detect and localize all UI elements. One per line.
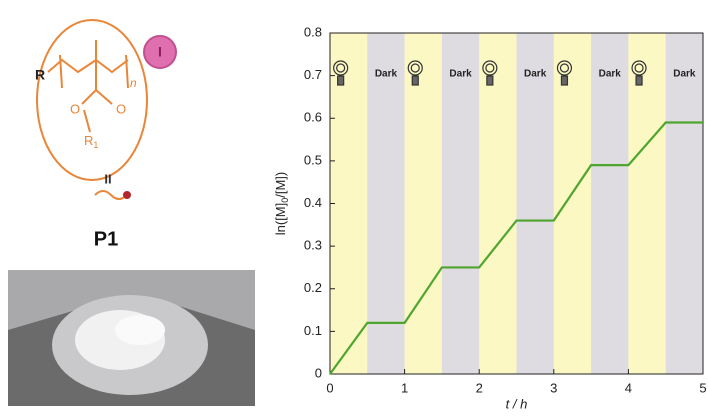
dark-label: Dark <box>599 69 622 80</box>
dark-label: Dark <box>375 69 398 80</box>
bulb-base <box>487 76 493 85</box>
ester-o: O <box>116 101 126 116</box>
y-tick-label: 0.8 <box>304 24 322 39</box>
side-group: R1 <box>84 133 98 150</box>
x-tick-label: 0 <box>326 380 333 395</box>
equals: II <box>104 171 111 186</box>
y-tick-label: 0.1 <box>304 323 322 338</box>
x-tick-label: 1 <box>401 380 408 395</box>
figure: R n O O R1 I II P1 DarkDarkDarkDarkDark0… <box>0 0 708 412</box>
dark-label: Dark <box>449 69 472 80</box>
end-group: R <box>35 67 45 83</box>
chart: Dark Dark Dark Dark Dark 0 0.1 0.2 0.3 0.4 0.5 0.6 0… <box>273 24 706 411</box>
y-tick-label: 0.5 <box>304 152 322 167</box>
x-tick-label: 3 <box>550 380 557 395</box>
x-axis-title: t / h <box>506 396 528 411</box>
compound-name: P1 <box>94 228 118 250</box>
end-dot <box>123 191 131 199</box>
dark-band <box>442 33 479 374</box>
y-tick-label: 0.4 <box>304 195 322 210</box>
polymer-structure <box>37 20 147 199</box>
brackets <box>60 55 128 88</box>
y-title-rest: /[M]) <box>273 172 288 198</box>
bulb-base <box>561 76 567 85</box>
ellipse <box>37 20 147 180</box>
x-tick-label: 5 <box>699 380 706 395</box>
y-tick-label: 0.7 <box>304 67 322 82</box>
side-group-r: R <box>84 133 93 148</box>
y-tick-label: 0.2 <box>304 280 322 295</box>
bulb-base <box>338 76 344 85</box>
dark-label: Dark <box>673 69 696 80</box>
x-tick-label: 2 <box>476 380 483 395</box>
initiator-tag: I <box>158 44 162 60</box>
bulb-base <box>636 76 642 85</box>
x-tick-label: 4 <box>625 380 632 395</box>
y-tick-label: 0 <box>315 365 322 380</box>
powder <box>115 315 165 345</box>
dark-band <box>591 33 628 374</box>
dark-band <box>517 33 554 374</box>
photo <box>8 270 255 406</box>
side-chain <box>82 40 112 132</box>
y-axis-title: ln([M]0/[M]) <box>273 172 290 236</box>
bulb-base <box>412 76 418 85</box>
dark-band <box>666 33 703 374</box>
squiggle <box>95 191 127 199</box>
y-title-main: ln([M] <box>273 203 288 236</box>
y-tick-label: 0.3 <box>304 238 322 253</box>
repeat-n: n <box>130 76 137 90</box>
side-group-sub: 1 <box>93 140 98 150</box>
ester-o: O <box>70 101 80 116</box>
y-tick-label: 0.6 <box>304 110 322 125</box>
dark-label: Dark <box>524 69 547 80</box>
